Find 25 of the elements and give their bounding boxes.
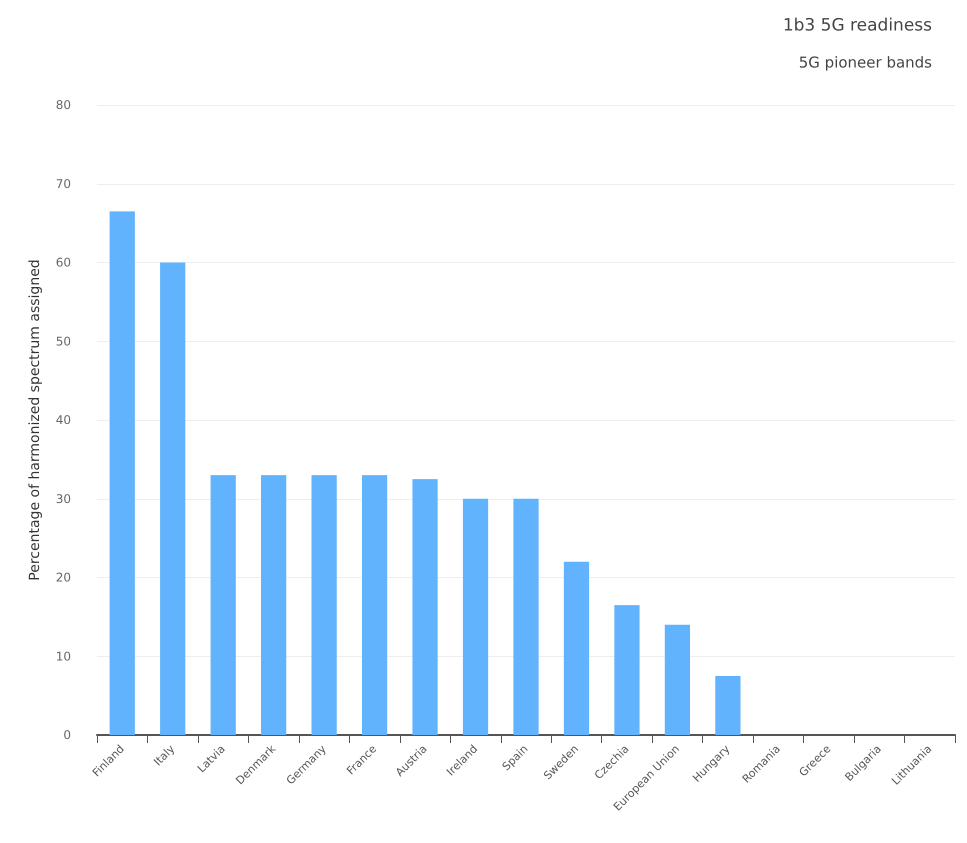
bar (210, 475, 236, 735)
bar (715, 676, 740, 735)
bar (462, 498, 488, 735)
y-tick-label: 50 (56, 334, 71, 348)
bar (160, 262, 186, 735)
bar (412, 479, 438, 735)
bar (564, 562, 590, 735)
bar (614, 605, 640, 735)
bar (362, 475, 388, 735)
chart-title: 1b3 5G readiness (782, 16, 932, 36)
bar (664, 624, 690, 735)
y-tick-label: 30 (56, 492, 71, 506)
y-axis-title: Percentage of harmonized spectrum assigned (27, 259, 43, 581)
y-tick-label: 40 (56, 413, 71, 427)
bar (312, 475, 337, 735)
bar (110, 211, 135, 735)
y-tick-label: 70 (56, 176, 71, 191)
bar (513, 498, 539, 735)
bar (261, 475, 286, 735)
y-tick-label: 80 (56, 98, 71, 112)
y-tick-label: 20 (56, 570, 71, 584)
y-tick-label: 60 (56, 256, 71, 270)
y-tick-label: 0 (63, 728, 71, 742)
y-tick-label: 10 (56, 649, 71, 664)
chart-subtitle: 5G pioneer bands (798, 54, 932, 72)
